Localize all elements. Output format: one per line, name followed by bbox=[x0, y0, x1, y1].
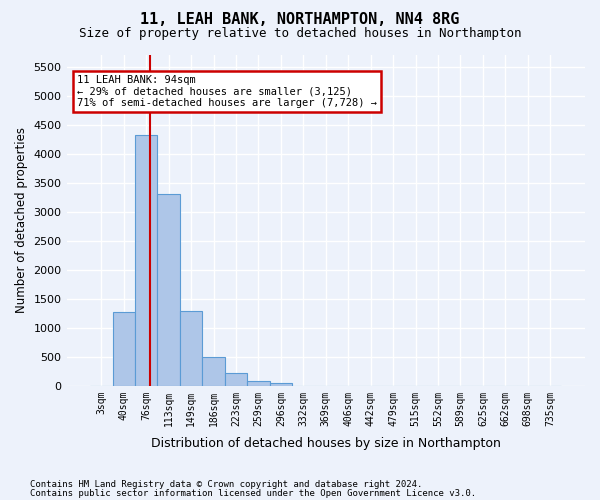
Text: Contains public sector information licensed under the Open Government Licence v3: Contains public sector information licen… bbox=[30, 489, 476, 498]
Text: 11, LEAH BANK, NORTHAMPTON, NN4 8RG: 11, LEAH BANK, NORTHAMPTON, NN4 8RG bbox=[140, 12, 460, 28]
Text: 11 LEAH BANK: 94sqm
← 29% of detached houses are smaller (3,125)
71% of semi-det: 11 LEAH BANK: 94sqm ← 29% of detached ho… bbox=[77, 75, 377, 108]
Bar bbox=[269, 382, 292, 386]
Bar bbox=[247, 380, 269, 386]
Y-axis label: Number of detached properties: Number of detached properties bbox=[15, 128, 28, 314]
Bar bbox=[113, 312, 135, 386]
Bar bbox=[157, 194, 180, 386]
Bar bbox=[180, 312, 202, 386]
Bar bbox=[135, 134, 157, 386]
Text: Contains HM Land Registry data © Crown copyright and database right 2024.: Contains HM Land Registry data © Crown c… bbox=[30, 480, 422, 489]
X-axis label: Distribution of detached houses by size in Northampton: Distribution of detached houses by size … bbox=[151, 437, 501, 450]
Bar bbox=[225, 374, 247, 386]
Text: Size of property relative to detached houses in Northampton: Size of property relative to detached ho… bbox=[79, 28, 521, 40]
Bar bbox=[202, 358, 225, 386]
